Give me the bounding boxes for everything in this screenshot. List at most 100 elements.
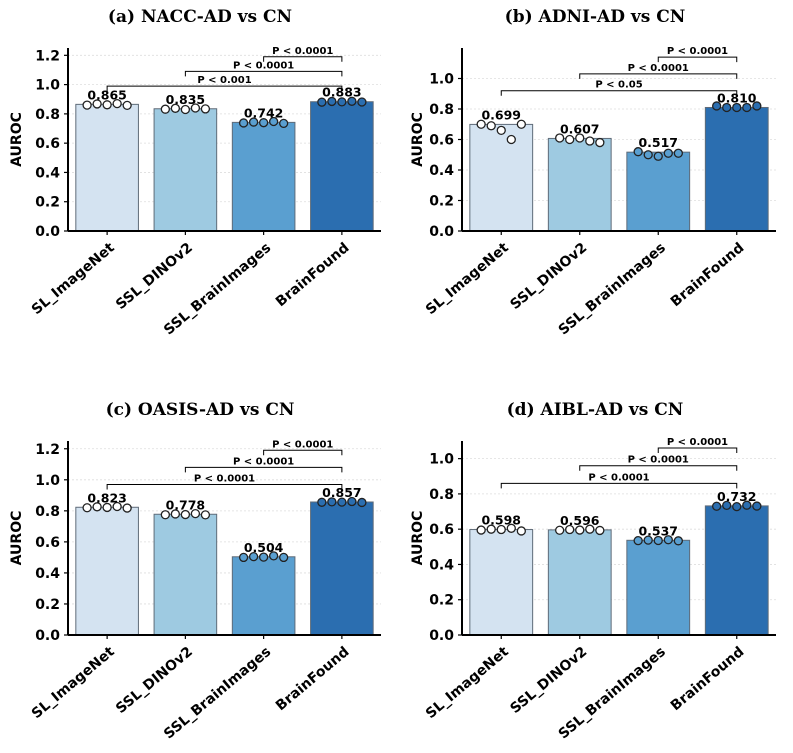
significance-label: P < 0.0001	[628, 455, 689, 466]
bar-ssl-dinov2	[547, 137, 612, 232]
bar-ssl-brainimages	[626, 539, 691, 636]
chart-panel-1: (b) ADNI-AD vs CN 0.0 0.2 0.4 0.6 0.8 1.0 AUROC…	[410, 7, 776, 338]
data-point	[92, 502, 102, 512]
y-axis-label: AUROC	[9, 511, 25, 566]
y-tick-label: 1.0	[35, 78, 60, 94]
data-point	[258, 118, 269, 128]
data-point	[712, 501, 722, 511]
value-label: 0.742	[244, 105, 284, 120]
data-point	[82, 503, 92, 513]
significance-bracket	[263, 56, 343, 62]
value-label: 0.596	[560, 513, 600, 528]
data-point	[337, 497, 347, 507]
bar-ssl-dinov2	[153, 108, 218, 232]
data-point	[160, 104, 170, 114]
significance-label: P < 0.0001	[628, 63, 689, 74]
data-point	[279, 552, 289, 563]
data-point	[486, 121, 496, 131]
category-label: SSL_DINOv2	[507, 644, 590, 717]
y-tick-label: 0.4	[429, 557, 454, 573]
y-tick-label: 0.2	[429, 194, 454, 210]
value-label: 0.607	[560, 121, 600, 136]
value-label: 0.835	[166, 92, 206, 107]
category-label: BrainFound	[273, 644, 353, 714]
data-point	[633, 535, 643, 546]
significance-bracket	[579, 465, 738, 471]
category-label: BrainFound	[668, 240, 748, 310]
category-label: BrainFound	[273, 240, 353, 310]
data-point	[555, 525, 565, 535]
category-label: SL_ImageNet	[423, 240, 512, 318]
y-tick-label: 0.0	[429, 224, 454, 240]
chart-panel-0: (a) NACC-AD vs CN 0.0 0.2 0.4 0.6 0.8 1.0 1.2 AU…	[9, 7, 381, 338]
data-point	[102, 502, 112, 513]
data-point	[653, 151, 663, 161]
y-tick-label: 0.8	[429, 487, 454, 503]
data-point	[585, 524, 595, 534]
data-point	[122, 100, 132, 111]
data-point	[357, 497, 367, 508]
data-point	[732, 102, 742, 113]
data-point	[742, 500, 752, 510]
chart-panel-3: (d) AIBL-AD vs CN 0.0 0.2 0.4 0.6 0.8 1.0 AUROC…	[410, 400, 776, 742]
data-point	[347, 96, 357, 106]
data-point	[752, 101, 762, 111]
value-label: 0.699	[481, 107, 521, 122]
data-point	[238, 552, 249, 563]
y-tick-label: 0.4	[429, 163, 454, 179]
y-tick-label: 0.2	[35, 195, 60, 211]
data-point	[327, 96, 337, 107]
y-axis-label: AUROC	[410, 112, 426, 167]
data-point	[180, 104, 191, 115]
value-label: 0.865	[87, 87, 127, 102]
bar-brainfound	[310, 501, 374, 636]
significance-bracket	[579, 73, 738, 79]
y-tick-label: 0.8	[429, 102, 454, 118]
y-tick-label: 1.0	[429, 72, 454, 88]
significance-label: P < 0.0001	[233, 456, 294, 467]
data-point	[268, 551, 279, 561]
y-tick-label: 0.8	[35, 504, 60, 520]
value-label: 0.823	[87, 490, 127, 505]
significance-bracket	[500, 482, 738, 489]
value-label: 0.857	[322, 485, 362, 500]
data-point	[732, 501, 742, 512]
data-point	[190, 508, 201, 519]
y-tick-label: 1.0	[429, 452, 454, 468]
value-label: 0.517	[638, 135, 678, 150]
y-tick-label: 0.0	[429, 628, 454, 644]
y-axis-label: AUROC	[410, 511, 426, 566]
significance-label: P < 0.0001	[272, 439, 333, 450]
data-point	[565, 134, 575, 145]
data-point	[565, 524, 575, 535]
bar-ssl-brainimages	[231, 556, 296, 636]
value-label: 0.598	[481, 513, 521, 528]
category-label: SL_ImageNet	[29, 644, 118, 722]
bar-ssl-dinov2	[547, 529, 612, 636]
data-point	[663, 535, 673, 545]
bar-sl-imagenet	[75, 506, 139, 636]
data-point	[516, 526, 526, 536]
significance-label: P < 0.0001	[194, 473, 255, 484]
bar-sl-imagenet	[469, 123, 534, 232]
y-tick-label: 1.0	[35, 473, 60, 489]
data-point	[279, 118, 289, 129]
data-point	[317, 497, 327, 507]
value-label: 0.810	[717, 90, 757, 105]
y-tick-label: 0.6	[429, 133, 454, 149]
panel-title: (b) ADNI-AD vs CN	[505, 7, 686, 27]
category-label: SSL_DINOv2	[507, 240, 590, 313]
significance-bracket	[184, 466, 343, 473]
significance-label: P < 0.0001	[588, 472, 649, 483]
data-point	[506, 523, 516, 533]
data-point	[317, 97, 327, 107]
data-point	[122, 503, 132, 513]
data-point	[643, 150, 653, 160]
data-point	[268, 116, 279, 127]
data-point	[327, 497, 337, 507]
data-point	[516, 119, 526, 129]
y-tick-label: 0.4	[35, 165, 60, 181]
data-point	[742, 102, 752, 113]
data-point	[575, 133, 585, 143]
y-tick-label: 0.6	[35, 535, 60, 551]
